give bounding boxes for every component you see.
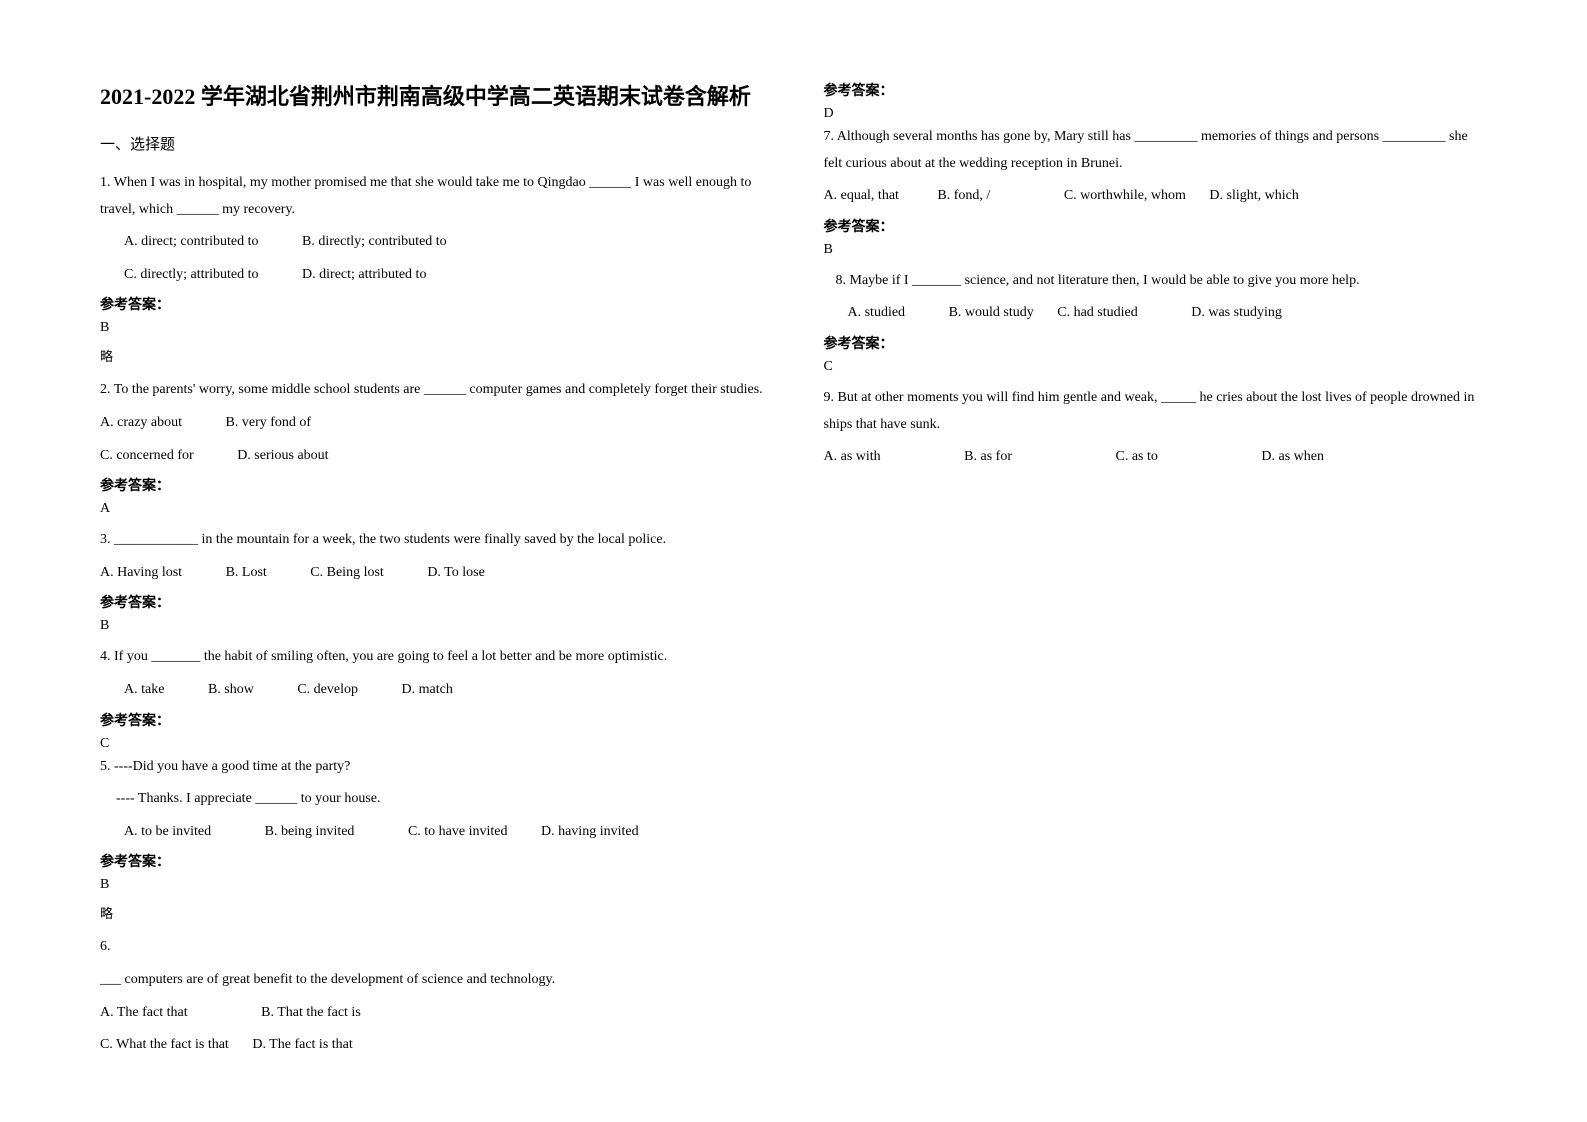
- question-options: A. take B. show C. develop D. match: [100, 677, 764, 704]
- answer-label: 参考答案：: [100, 710, 764, 730]
- question-text: 7. Although several months has gone by, …: [824, 124, 1488, 177]
- question-options: A. to be invited B. being invited C. to …: [100, 819, 764, 846]
- question-options: A. studied B. would study C. had studied…: [824, 300, 1488, 327]
- question-text: ___ computers are of great benefit to th…: [100, 967, 764, 994]
- answer-label: 参考答案：: [824, 333, 1488, 353]
- answer-label: 参考答案：: [100, 592, 764, 612]
- answer-brief: 略: [100, 903, 764, 922]
- question-options: C. concerned for D. serious about: [100, 443, 764, 470]
- question-options: A. crazy about B. very fond of: [100, 410, 764, 437]
- question-options: C. directly; attributed to D. direct; at…: [100, 262, 764, 289]
- section-header: 一、选择题: [100, 133, 764, 154]
- question-text: 5. ----Did you have a good time at the p…: [100, 754, 764, 781]
- answer-value: B: [100, 320, 764, 336]
- answer-value: D: [824, 106, 1488, 122]
- question-text: 3. ____________ in the mountain for a we…: [100, 527, 764, 554]
- question-options: A. The fact that B. That the fact is: [100, 1000, 764, 1027]
- answer-value: B: [100, 877, 764, 893]
- answer-label: 参考答案：: [100, 851, 764, 871]
- question-options: A. as with B. as for C. as to D. as when: [824, 444, 1488, 471]
- answer-label: 参考答案：: [100, 294, 764, 314]
- answer-value: C: [824, 359, 1488, 375]
- answer-value: A: [100, 501, 764, 517]
- exam-page: 2021-2022 学年湖北省荆州市荆南高级中学高二英语期末试卷含解析 一、选择…: [100, 80, 1487, 1082]
- answer-value: B: [100, 618, 764, 634]
- question-text-line2: ---- Thanks. I appreciate ______ to your…: [100, 786, 764, 813]
- answer-label: 参考答案：: [824, 80, 1488, 100]
- answer-value: B: [824, 242, 1488, 258]
- question-text: 8. Maybe if I _______ science, and not l…: [824, 268, 1488, 295]
- question-text: 1. When I was in hospital, my mother pro…: [100, 170, 764, 223]
- question-options: A. Having lost B. Lost C. Being lost D. …: [100, 560, 764, 587]
- answer-value: C: [100, 736, 764, 752]
- exam-title: 2021-2022 学年湖北省荆州市荆南高级中学高二英语期末试卷含解析: [100, 80, 764, 113]
- answer-label: 参考答案：: [824, 216, 1488, 236]
- answer-label: 参考答案：: [100, 475, 764, 495]
- question-options: C. What the fact is that D. The fact is …: [100, 1032, 764, 1059]
- question-text: 2. To the parents' worry, some middle sc…: [100, 377, 764, 404]
- question-text: 9. But at other moments you will find hi…: [824, 385, 1488, 438]
- question-text: 6.: [100, 934, 764, 961]
- answer-brief: 略: [100, 346, 764, 365]
- question-options: A. direct; contributed to B. directly; c…: [100, 229, 764, 256]
- question-text: 4. If you _______ the habit of smiling o…: [100, 644, 764, 671]
- question-options: A. equal, that B. fond, / C. worthwhile,…: [824, 183, 1488, 210]
